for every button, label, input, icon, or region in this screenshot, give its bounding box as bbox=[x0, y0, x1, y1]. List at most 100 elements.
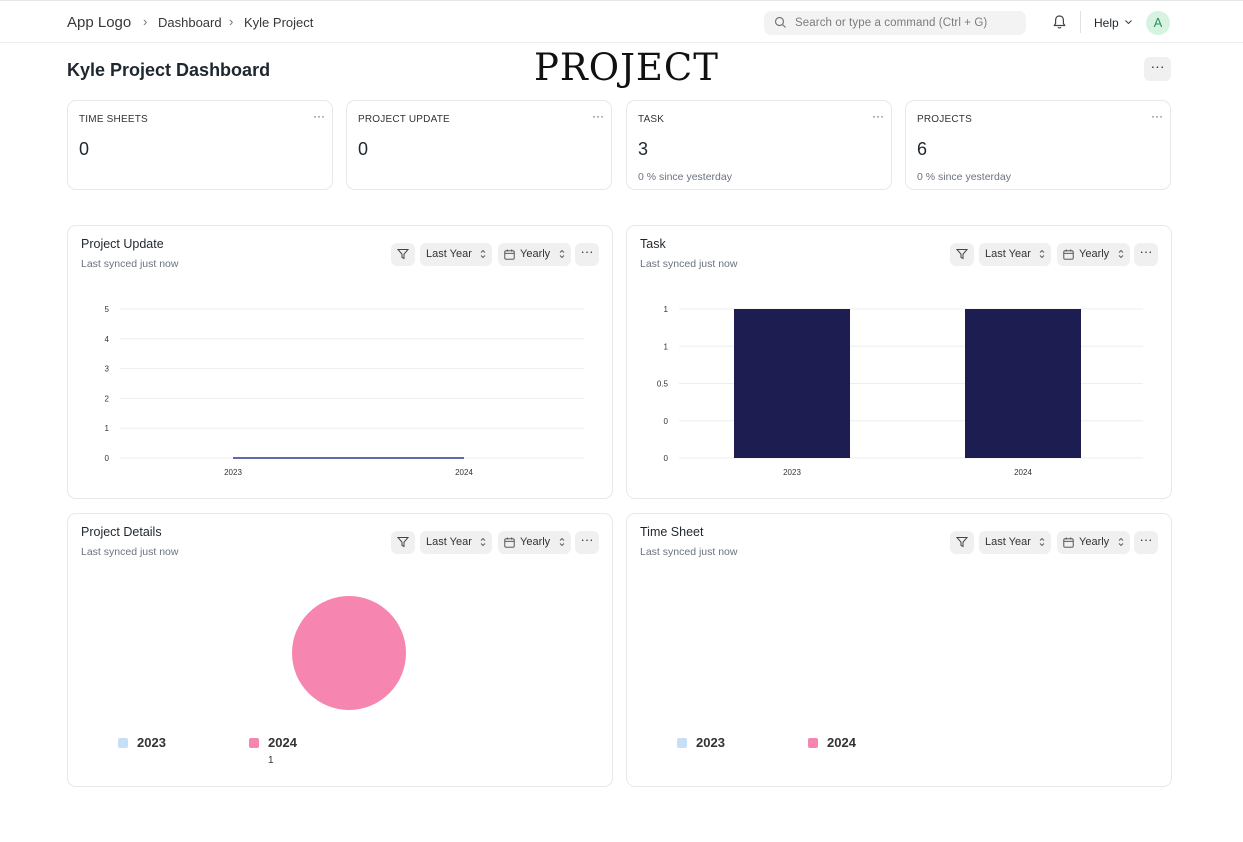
chart-range-select[interactable]: Last Year bbox=[979, 243, 1051, 266]
pie-chart bbox=[292, 596, 406, 710]
legend-swatch bbox=[118, 738, 128, 748]
calendar-icon bbox=[1063, 537, 1074, 548]
chart-card-time-sheet: Time Sheet Last synced just now Last Yea… bbox=[626, 513, 1172, 787]
card-more-options-icon[interactable]: ··· bbox=[872, 109, 884, 123]
y-tick-label: 0 bbox=[105, 454, 110, 463]
chart-period-select[interactable]: Yearly bbox=[1057, 531, 1130, 554]
filter-icon bbox=[397, 537, 409, 548]
breadcrumb-separator-icon: › bbox=[143, 14, 148, 29]
chart-range-value: Last Year bbox=[985, 248, 1031, 260]
chart-period-select[interactable]: Yearly bbox=[498, 243, 571, 266]
chart-period-value: Yearly bbox=[520, 536, 551, 548]
chart-sync-status: Last synced just now bbox=[640, 258, 738, 270]
legend-value: 1 bbox=[268, 755, 274, 766]
legend-label: 2024 bbox=[268, 735, 297, 750]
nav-divider bbox=[1080, 11, 1081, 33]
select-arrows-icon bbox=[1118, 249, 1124, 259]
select-arrows-icon bbox=[1039, 537, 1045, 547]
y-tick-label: 0.5 bbox=[657, 380, 669, 389]
chart-period-value: Yearly bbox=[1079, 536, 1110, 548]
help-label: Help bbox=[1094, 16, 1119, 30]
x-tick-label: 2024 bbox=[1014, 468, 1032, 477]
card-more-options-icon[interactable]: ··· bbox=[592, 109, 604, 123]
select-arrows-icon bbox=[1118, 537, 1124, 547]
chart-period-select[interactable]: Yearly bbox=[1057, 243, 1130, 266]
legend-swatch bbox=[677, 738, 687, 748]
number-card-time-sheets[interactable]: TIME SHEETS ··· 0 bbox=[67, 100, 333, 190]
chart-title: Time Sheet bbox=[640, 525, 704, 539]
chart-sync-status: Last synced just now bbox=[640, 546, 738, 558]
bar bbox=[734, 309, 850, 458]
legend-swatch bbox=[808, 738, 818, 748]
chart-filter-button[interactable] bbox=[391, 243, 415, 266]
chart-more-options-button[interactable]: ··· bbox=[1134, 243, 1158, 266]
card-more-options-icon[interactable]: ··· bbox=[1151, 109, 1163, 123]
number-card-task[interactable]: TASK ··· 3 0 % since yesterday bbox=[626, 100, 892, 190]
top-navbar: App Logo › Dashboard › Kyle Project Sear… bbox=[0, 0, 1243, 43]
legend-swatch bbox=[249, 738, 259, 748]
page-more-options-button[interactable]: ··· bbox=[1144, 57, 1171, 81]
calendar-icon bbox=[504, 537, 515, 548]
select-arrows-icon bbox=[559, 249, 565, 259]
x-tick-label: 2023 bbox=[783, 468, 801, 477]
breadcrumb-kyle-project[interactable]: Kyle Project bbox=[244, 15, 314, 30]
pie-slice bbox=[292, 596, 406, 710]
project-watermark-text: PROJECT bbox=[534, 46, 719, 89]
legend-label: 2023 bbox=[696, 735, 725, 750]
number-card-project-update[interactable]: PROJECT UPDATE ··· 0 bbox=[346, 100, 612, 190]
select-arrows-icon bbox=[480, 249, 486, 259]
bar bbox=[965, 309, 1081, 458]
select-arrows-icon bbox=[559, 537, 565, 547]
chart-range-value: Last Year bbox=[426, 248, 472, 260]
legend-label: 2024 bbox=[827, 735, 856, 750]
card-value: 3 bbox=[638, 139, 649, 159]
chart-card-task: Task Last synced just now Last Year Year… bbox=[626, 225, 1172, 499]
chevron-down-icon bbox=[1125, 20, 1132, 25]
card-value: 0 bbox=[358, 139, 369, 159]
chart-filter-button[interactable] bbox=[950, 531, 974, 554]
y-tick-label: 1 bbox=[664, 342, 669, 351]
legend-label: 2023 bbox=[137, 735, 166, 750]
search-icon bbox=[774, 16, 786, 28]
breadcrumb-separator-icon: › bbox=[229, 14, 234, 29]
calendar-icon bbox=[1063, 249, 1074, 260]
notification-bell-icon[interactable] bbox=[1052, 14, 1067, 30]
help-menu[interactable]: Help bbox=[1094, 16, 1132, 30]
chart-period-select[interactable]: Yearly bbox=[498, 531, 571, 554]
y-tick-label: 2 bbox=[105, 394, 110, 403]
user-avatar[interactable]: A bbox=[1146, 11, 1170, 35]
chart-range-select[interactable]: Last Year bbox=[979, 531, 1051, 554]
chart-filter-button[interactable] bbox=[950, 243, 974, 266]
y-tick-label: 1 bbox=[105, 424, 110, 433]
chart-range-select[interactable]: Last Year bbox=[420, 243, 492, 266]
chart-title: Task bbox=[640, 237, 666, 251]
y-tick-label: 4 bbox=[105, 335, 110, 344]
line-chart: 0 1 2 3 4 5 2023 2024 bbox=[105, 305, 584, 477]
y-tick-label: 3 bbox=[105, 365, 110, 374]
y-tick-label: 0 bbox=[664, 417, 669, 426]
card-label: PROJECTS bbox=[917, 114, 972, 125]
card-change-text: 0 % since yesterday bbox=[917, 171, 1011, 183]
card-change-text: 0 % since yesterday bbox=[638, 171, 732, 183]
search-bar[interactable]: Search or type a command (Ctrl + G) bbox=[764, 11, 1026, 35]
chart-more-options-button[interactable]: ··· bbox=[575, 243, 599, 266]
calendar-icon bbox=[504, 249, 515, 260]
card-value: 6 bbox=[917, 139, 928, 159]
card-label: PROJECT UPDATE bbox=[358, 114, 450, 125]
chart-more-options-button[interactable]: ··· bbox=[575, 531, 599, 554]
card-value: 0 bbox=[79, 139, 90, 159]
breadcrumb-dashboard[interactable]: Dashboard bbox=[158, 15, 222, 30]
chart-range-select[interactable]: Last Year bbox=[420, 531, 492, 554]
number-card-projects[interactable]: PROJECTS ··· 6 0 % since yesterday bbox=[905, 100, 1171, 190]
card-more-options-icon[interactable]: ··· bbox=[313, 109, 325, 123]
chart-title: Project Details bbox=[81, 525, 162, 539]
app-logo[interactable]: App Logo bbox=[67, 14, 132, 31]
chart-period-value: Yearly bbox=[1079, 248, 1110, 260]
y-tick-label: 5 bbox=[105, 305, 110, 314]
chart-range-value: Last Year bbox=[985, 536, 1031, 548]
card-label: TASK bbox=[638, 114, 665, 125]
chart-filter-button[interactable] bbox=[391, 531, 415, 554]
chart-title: Project Update bbox=[81, 237, 164, 251]
chart-more-options-button[interactable]: ··· bbox=[1134, 531, 1158, 554]
y-tick-label: 1 bbox=[664, 305, 669, 314]
